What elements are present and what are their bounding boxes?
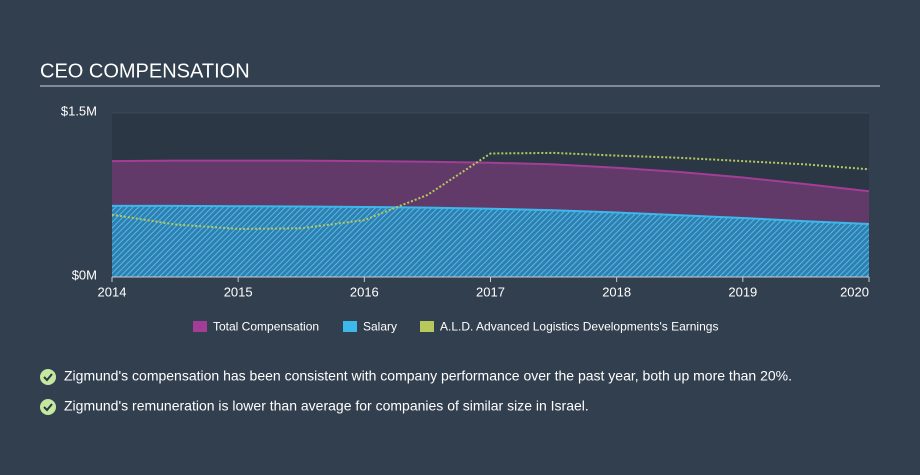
x-tick-label: 2018 xyxy=(602,284,631,299)
chart-title: CEO COMPENSATION xyxy=(40,60,250,82)
earnings-line xyxy=(111,151,870,230)
legend-label: Salary xyxy=(363,320,397,334)
check-icon xyxy=(40,369,56,385)
x-tick-label: 2019 xyxy=(728,284,757,299)
salary-line xyxy=(112,204,870,225)
legend-swatch xyxy=(193,321,207,332)
bullet-text: Zigmund's remuneration is lower than ave… xyxy=(64,398,589,414)
legend: Total Compensation Salary A.L.D. Advanced … xyxy=(193,320,718,334)
x-tick-label: 2017 xyxy=(476,284,505,299)
check-mark xyxy=(43,373,53,382)
legend-swatch xyxy=(420,321,434,332)
legend-swatch xyxy=(343,321,357,332)
check-icon xyxy=(40,399,56,415)
salary-area xyxy=(112,205,869,277)
bullet-text: Zigmund's compensation has been consiste… xyxy=(64,368,792,384)
x-tick-label: 2020 xyxy=(840,284,869,299)
x-tick-label: 2014 xyxy=(98,284,127,299)
x-tick-label: 2015 xyxy=(224,284,253,299)
check-mark xyxy=(43,403,53,412)
y-tick-label: $0M xyxy=(72,267,97,282)
legend-label: Total Compensation xyxy=(213,320,319,334)
x-tick-label: 2016 xyxy=(350,284,379,299)
y-tick-label: $1.5M xyxy=(61,103,97,118)
bullets: Zigmund's compensation has been consiste… xyxy=(40,368,792,415)
total-area xyxy=(112,160,869,224)
legend-label: A.L.D. Advanced Logistics Developments's… xyxy=(440,320,718,334)
total-line xyxy=(111,159,870,193)
